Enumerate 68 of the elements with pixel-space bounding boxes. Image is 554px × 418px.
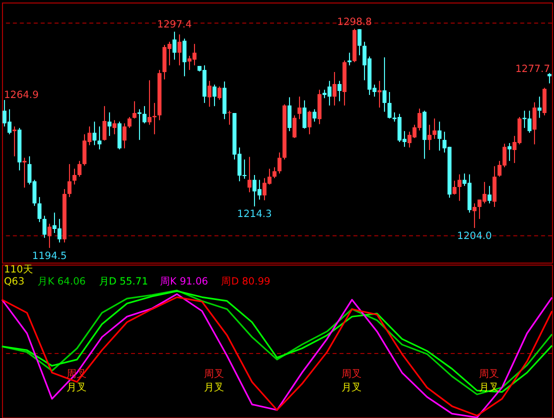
annotation: 1214.3 — [237, 209, 272, 220]
candlestick — [428, 124, 432, 150]
annotation: 周叉 — [479, 368, 500, 380]
candlestick — [68, 164, 72, 198]
candlestick — [298, 96, 302, 120]
candlestick — [208, 80, 212, 108]
candlestick — [48, 223, 52, 248]
candlestick — [122, 122, 126, 149]
annotation: 周叉 — [342, 368, 362, 380]
candlestick — [142, 106, 146, 124]
text: 周D 80.99 — [221, 276, 270, 288]
candlestick — [452, 180, 456, 196]
annotation: 周叉 — [204, 368, 224, 380]
candlestick — [432, 118, 436, 140]
candlestick — [42, 215, 46, 238]
annotation: 月叉 — [342, 382, 362, 394]
candlestick — [472, 202, 476, 228]
candlestick — [212, 84, 216, 107]
annotation: 1297.4 — [157, 20, 192, 31]
candlestick — [218, 86, 222, 100]
candlestick — [148, 80, 152, 126]
candlestick — [72, 168, 76, 185]
candlestick — [78, 160, 82, 178]
series-label: 周K 91.06 — [160, 276, 208, 288]
candlestick — [508, 142, 512, 162]
candlestick — [458, 174, 462, 202]
chart-title: Q63 — [4, 276, 24, 288]
candlestick — [98, 126, 102, 150]
candlestick — [302, 100, 306, 130]
candlestick — [358, 28, 362, 56]
annotation: 1194.5 — [32, 250, 67, 262]
annotation: 1277.7 — [515, 64, 550, 75]
candlestick — [382, 56, 386, 112]
candlestick — [292, 114, 296, 139]
candlestick — [278, 152, 282, 174]
candlestick — [288, 96, 292, 132]
text: 月K 64.06 — [38, 276, 86, 288]
candlestick — [138, 108, 142, 140]
candlestick — [272, 166, 276, 179]
candlestick — [248, 156, 252, 193]
candlestick — [108, 112, 112, 136]
candlestick — [22, 157, 26, 188]
candlestick — [332, 72, 336, 106]
candlestick — [308, 110, 312, 135]
candlestick — [548, 72, 552, 84]
candlestick — [338, 80, 342, 102]
candlestick — [112, 120, 116, 135]
annotation: 月叉 — [66, 382, 87, 394]
candlestick — [128, 116, 132, 128]
candlestick — [488, 185, 492, 204]
annotation: 1298.8 — [337, 16, 372, 28]
candlestick — [438, 121, 442, 152]
series-label: 月D 55.71 — [98, 276, 148, 288]
candlestick — [132, 100, 136, 119]
candlestick — [38, 196, 42, 223]
candlestick — [532, 102, 536, 145]
annotation: 月叉 — [204, 382, 224, 394]
candlestick — [538, 96, 542, 118]
candlestick — [92, 121, 96, 146]
candlestick — [12, 126, 16, 157]
text: 110天 — [4, 264, 33, 276]
candlestick — [312, 108, 316, 122]
annotation: 1264.9 — [4, 90, 39, 101]
annotation: 1204.0 — [457, 230, 492, 242]
candlestick — [178, 34, 182, 66]
candlestick — [172, 31, 176, 60]
candlestick — [182, 38, 186, 77]
candlestick — [102, 106, 106, 142]
